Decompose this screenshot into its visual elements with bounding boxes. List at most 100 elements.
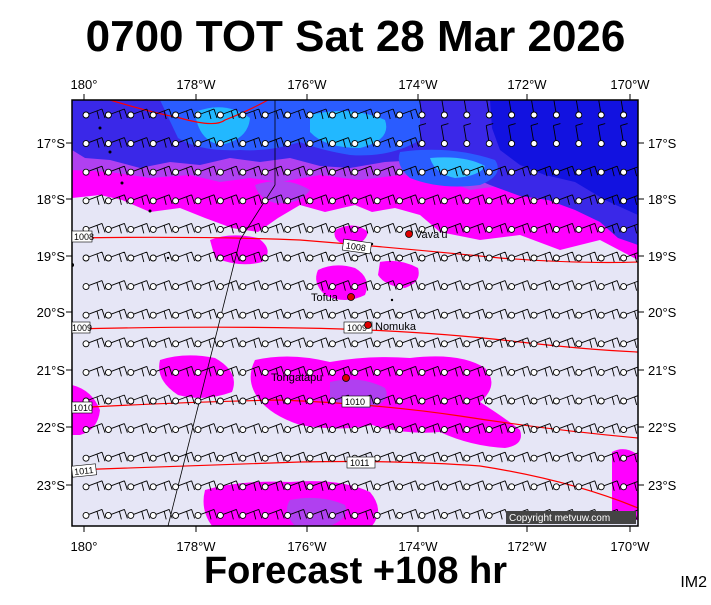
dateline-line	[167, 239, 241, 526]
place-label: Tongatapu	[271, 372, 322, 384]
station-circle	[261, 168, 269, 176]
station-circle	[172, 225, 180, 233]
station-circle	[104, 283, 112, 291]
station-circle	[328, 426, 336, 434]
station-circle	[552, 397, 560, 405]
station-circle	[440, 397, 448, 405]
lat-label-right: 18°S	[648, 192, 677, 207]
station-circle	[82, 111, 90, 119]
station-circle	[104, 397, 112, 405]
lon-labels-top: 180° 178°W 176°W 174°W 172°W 170°W	[71, 77, 651, 92]
lat-label-right: 22°S	[648, 420, 677, 435]
station-circle	[440, 225, 448, 233]
station-circle	[328, 283, 336, 291]
lon-labels-bottom: 180° 178°W 176°W 174°W 172°W 170°W	[71, 539, 651, 554]
place-tongatapu: Tongatapu	[271, 372, 350, 384]
station-circle	[351, 168, 359, 176]
station-circle	[485, 311, 493, 319]
island-dot	[108, 150, 112, 154]
station-circle	[620, 454, 628, 462]
station-circle	[239, 426, 247, 434]
station-circle	[239, 140, 247, 148]
station-circle	[306, 197, 314, 205]
station-circle	[284, 283, 292, 291]
station-circle	[575, 483, 583, 491]
station-circle	[373, 368, 381, 376]
station-circle	[463, 340, 471, 348]
station-circle	[328, 225, 336, 233]
station-circle	[194, 168, 202, 176]
station-circle	[508, 397, 516, 405]
station-circle	[284, 483, 292, 491]
station-circle	[463, 368, 471, 376]
station-circle	[463, 311, 471, 319]
station-circle	[508, 197, 516, 205]
station-circle	[418, 254, 426, 262]
station-circle	[597, 454, 605, 462]
lon-label-bottom: 172°W	[507, 539, 547, 554]
station-circle	[82, 197, 90, 205]
station-circle	[216, 111, 224, 119]
station-circle	[373, 111, 381, 119]
station-circle	[261, 454, 269, 462]
station-circle	[194, 511, 202, 519]
station-circle	[575, 311, 583, 319]
station-circle	[620, 368, 628, 376]
station-circle	[396, 426, 404, 434]
station-circle	[284, 225, 292, 233]
station-circle	[328, 311, 336, 319]
station-circle	[552, 197, 560, 205]
station-circle	[306, 168, 314, 176]
station-circle	[239, 454, 247, 462]
station-circle	[508, 426, 516, 434]
station-circle	[620, 397, 628, 405]
station-circle	[530, 254, 538, 262]
station-circle	[418, 483, 426, 491]
product-code: IM2	[680, 574, 707, 591]
station-circle	[396, 454, 404, 462]
lat-label-right: 23°S	[648, 478, 677, 493]
station-circle	[127, 254, 135, 262]
station-circle	[418, 340, 426, 348]
station-circle	[597, 311, 605, 319]
station-circle	[104, 197, 112, 205]
station-circle	[284, 368, 292, 376]
station-circle	[261, 368, 269, 376]
island-dot	[120, 181, 124, 185]
station-circle	[396, 225, 404, 233]
station-circle	[216, 483, 224, 491]
station-circle	[597, 197, 605, 205]
island-dot	[98, 126, 102, 130]
station-circle	[82, 368, 90, 376]
station-circle	[284, 311, 292, 319]
station-circle	[284, 397, 292, 405]
lon-label-bottom: 176°W	[287, 539, 327, 554]
station-circle	[620, 111, 628, 119]
station-circle	[396, 283, 404, 291]
station-circle	[396, 483, 404, 491]
station-circle	[373, 254, 381, 262]
station-circle	[261, 283, 269, 291]
page-title: 0700 TOT Sat 28 Mar 2026	[85, 12, 626, 61]
place-vavau: Vava'u	[405, 229, 447, 241]
station-circle	[261, 340, 269, 348]
station-circle	[216, 340, 224, 348]
station-circle	[194, 368, 202, 376]
station-circle	[373, 197, 381, 205]
station-circle	[396, 397, 404, 405]
station-circle	[575, 140, 583, 148]
station-circle	[149, 254, 157, 262]
place-marker	[405, 230, 413, 238]
station-circle	[597, 225, 605, 233]
lat-label-left: 20°S	[37, 305, 66, 320]
lat-label-left: 17°S	[37, 136, 66, 151]
station-circle	[194, 254, 202, 262]
station-circle	[440, 426, 448, 434]
station-circle	[172, 454, 180, 462]
station-circle	[104, 483, 112, 491]
station-circle	[216, 197, 224, 205]
station-circle	[530, 368, 538, 376]
station-circle	[508, 454, 516, 462]
station-circle	[440, 254, 448, 262]
station-circle	[396, 111, 404, 119]
